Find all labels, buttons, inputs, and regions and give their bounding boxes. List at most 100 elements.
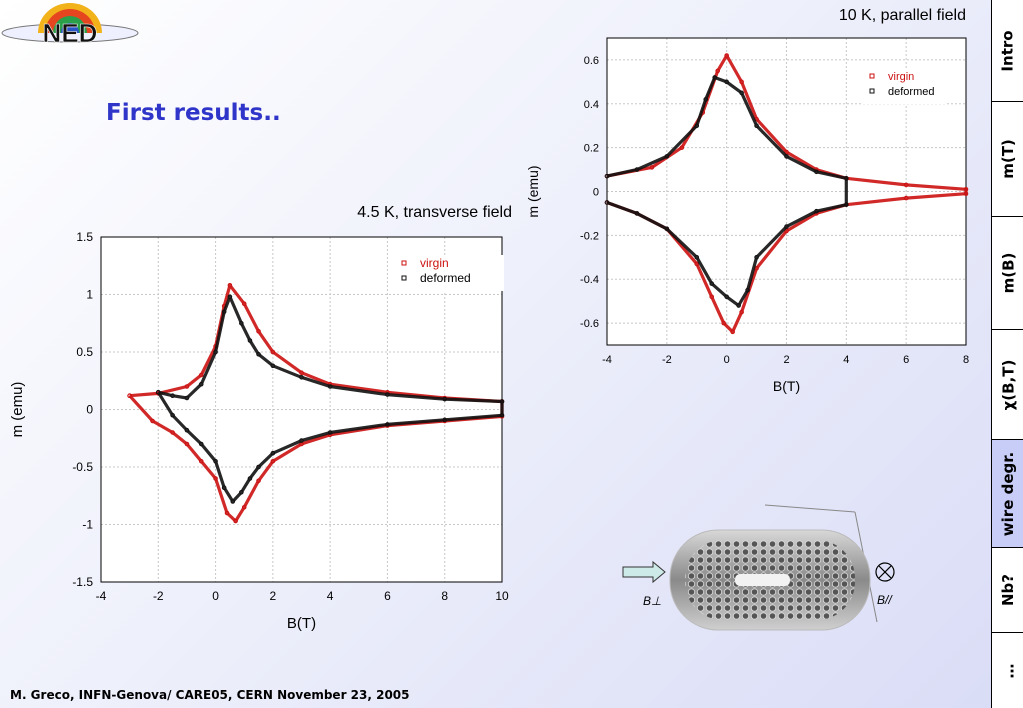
data-point xyxy=(327,430,333,435)
data-point xyxy=(198,441,204,447)
data-point xyxy=(844,176,849,181)
data-point xyxy=(299,438,304,443)
nav-tab-more[interactable]: … xyxy=(992,633,1023,708)
data-point xyxy=(327,384,333,389)
data-point xyxy=(709,281,715,286)
data-point xyxy=(241,301,247,306)
y-tick-label: 0.4 xyxy=(584,99,599,111)
data-point xyxy=(184,384,190,389)
legend-box xyxy=(394,255,504,291)
data-point xyxy=(150,418,155,424)
data-point xyxy=(155,389,161,395)
series-virgin xyxy=(604,53,969,335)
data-point xyxy=(233,518,238,524)
data-point xyxy=(715,68,720,74)
data-point xyxy=(604,173,610,179)
nav-tab-label: χ(B,T) xyxy=(999,359,1017,410)
data-point xyxy=(227,283,233,288)
data-point xyxy=(963,191,969,196)
data-point xyxy=(239,320,244,326)
data-point xyxy=(385,392,390,397)
footer-citation: M. Greco, INFN-Genova/ CARE05, CERN Nove… xyxy=(10,688,410,702)
x-tick-label: 6 xyxy=(384,589,391,603)
nav-tab-intro[interactable]: Intro xyxy=(992,0,1023,102)
data-point xyxy=(256,352,261,357)
x-tick-label: 2 xyxy=(270,589,277,603)
data-point xyxy=(649,165,655,170)
x-axis-label: B(T) xyxy=(287,615,316,632)
data-point xyxy=(709,294,715,300)
parallel-field-chart: -4 -2 0 2 4 6 8 -0.6 -0.4 -0.2 0 0.2 0.4 0.6 10 K, par… xyxy=(525,7,969,394)
data-point xyxy=(270,349,276,355)
data-point xyxy=(784,154,789,159)
data-point xyxy=(694,123,700,129)
y-axis-label: m (emu) xyxy=(9,382,26,438)
x-tick-label: 8 xyxy=(441,589,448,603)
data-point xyxy=(736,303,741,308)
data-point xyxy=(739,309,744,315)
data-point xyxy=(814,208,819,214)
series-deformed xyxy=(155,294,505,504)
data-point xyxy=(694,261,700,267)
data-point xyxy=(739,79,744,85)
nav-tab-label: m(T) xyxy=(999,139,1018,179)
data-point xyxy=(634,167,640,172)
x-tick-label: -2 xyxy=(662,354,672,366)
legend-marker xyxy=(869,73,875,79)
nav-tab-chi-b-t[interactable]: χ(B,T) xyxy=(992,330,1023,440)
x-axis-label: B(T) xyxy=(773,378,800,394)
data-point xyxy=(299,375,304,380)
nav-tab-label: … xyxy=(999,663,1017,678)
x-tick-label: 0 xyxy=(212,589,219,603)
y-tick-label: 1.5 xyxy=(76,230,93,244)
legend-label: virgin xyxy=(420,256,449,270)
data-point xyxy=(694,254,700,260)
series-deformed xyxy=(604,75,849,308)
data-point xyxy=(198,372,204,378)
nav-tab-label: Nb? xyxy=(999,574,1017,606)
data-point xyxy=(170,430,175,435)
data-point xyxy=(184,441,190,447)
data-point xyxy=(703,97,709,102)
nav-tab-nb[interactable]: Nb? xyxy=(992,548,1023,633)
data-point xyxy=(184,427,190,433)
nav-tab-label: wire degr. xyxy=(999,451,1017,536)
x-tick-label: -4 xyxy=(96,589,107,603)
nav-tab-label: m(B) xyxy=(999,252,1017,294)
y-tick-label: 0 xyxy=(593,187,599,199)
chart-title: 10 K, parallel field xyxy=(839,7,966,24)
data-point xyxy=(499,399,505,404)
chart-title: 4.5 K, transverse field xyxy=(357,204,512,221)
data-point xyxy=(213,476,218,481)
nav-tab-m-b[interactable]: m(B) xyxy=(992,217,1023,330)
legend-marker xyxy=(401,260,407,266)
data-point xyxy=(247,476,253,481)
data-point xyxy=(784,149,789,155)
nav-tab-label: Intro xyxy=(999,29,1018,72)
y-tick-label: -1 xyxy=(82,518,93,532)
data-point xyxy=(256,478,261,484)
x-tick-label: 2 xyxy=(783,354,789,366)
y-tick-label: 0.2 xyxy=(584,143,599,155)
data-point xyxy=(903,182,909,188)
data-point xyxy=(230,499,236,504)
y-tick-label: 0.6 xyxy=(584,55,599,67)
wire-cross-section-image: B⊥ B// xyxy=(622,504,895,631)
nav-tab-wire-degr[interactable]: wire degr. xyxy=(992,440,1023,548)
data-point xyxy=(256,464,261,470)
data-point xyxy=(754,254,759,260)
transverse-field-chart: -4 -2 0 2 4 6 8 10 -1.5 -1 -0.5 0 0.5 1 1.5 4.5 K, tran… xyxy=(9,204,512,632)
data-point xyxy=(634,211,640,216)
x-tick-label: 6 xyxy=(903,354,909,366)
data-point xyxy=(170,393,175,398)
data-point xyxy=(198,381,204,387)
nav-tab-m-t[interactable]: m(T) xyxy=(992,102,1023,217)
data-point xyxy=(184,395,190,401)
legend: virgin deformed xyxy=(862,68,947,104)
field-arrow-icon xyxy=(622,560,666,584)
data-point xyxy=(679,145,685,150)
data-point xyxy=(270,458,276,464)
logo-text: NED xyxy=(43,18,98,48)
data-point xyxy=(442,396,448,402)
x-tick-label: 8 xyxy=(963,354,969,366)
